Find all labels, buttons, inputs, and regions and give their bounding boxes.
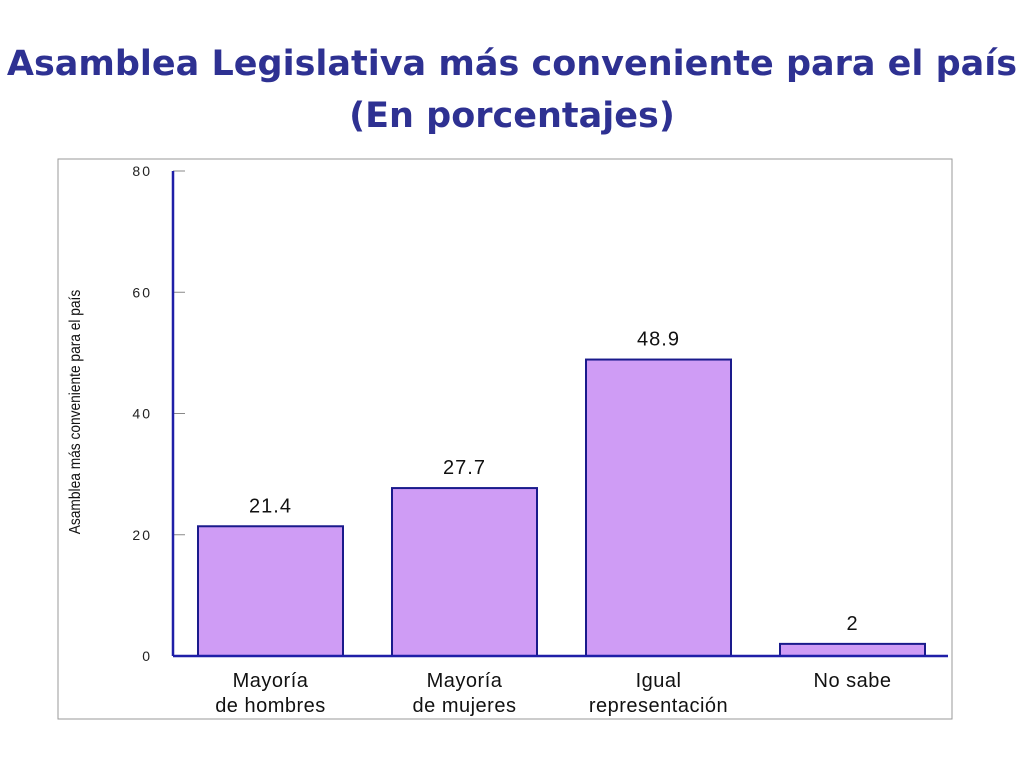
chart-frame [57,158,953,720]
x-tick-label-line: representación [589,695,728,717]
y-tick-label: 80 [132,163,152,179]
y-axis-label: Asamblea más conveniente para el país [66,290,84,535]
data-label: 21.4 [249,495,292,517]
x-tick-label: Mayoría de hombres [215,670,326,717]
bars [197,358,926,658]
y-tick-label: 0 [142,648,152,664]
y-axis-ticks: 0 20 40 60 80 [132,163,185,664]
y-axis-label-group: Asamblea más conveniente para el país [66,290,84,535]
x-tick-label: Igual representación [589,670,728,717]
bar [391,487,538,657]
x-tick-label-line: de hombres [215,695,326,717]
x-tick-label-line: de mujeres [413,695,517,717]
bar [585,358,732,657]
bar [779,642,926,657]
x-tick-label: No sabe [814,670,892,692]
y-tick-label: 60 [132,284,152,300]
chart-title: Asamblea Legislativa más conveniente par… [0,38,1024,142]
chart-title-line-1: Asamblea Legislativa más conveniente par… [6,44,1018,84]
x-axis-labels: Mayoría de hombres Mayoría de mujeres Igual r… [215,670,891,717]
data-label: 27.7 [443,457,486,479]
y-tick-label: 20 [132,527,152,543]
x-tick-label-line: Mayoría [427,670,503,692]
x-tick-label-line: Mayoría [233,670,309,692]
x-tick-label: Mayoría de mujeres [413,670,517,717]
chart-title-line-2: (En porcentajes) [349,96,675,136]
bar [197,525,344,658]
y-tick-label: 40 [132,406,152,422]
data-label: 2 [846,613,858,635]
x-tick-label-line: Igual [636,670,682,692]
x-tick-label-line: No sabe [814,670,892,692]
data-label: 48.9 [637,329,680,351]
data-labels: 21.4 27.7 48.9 2 [249,329,858,635]
